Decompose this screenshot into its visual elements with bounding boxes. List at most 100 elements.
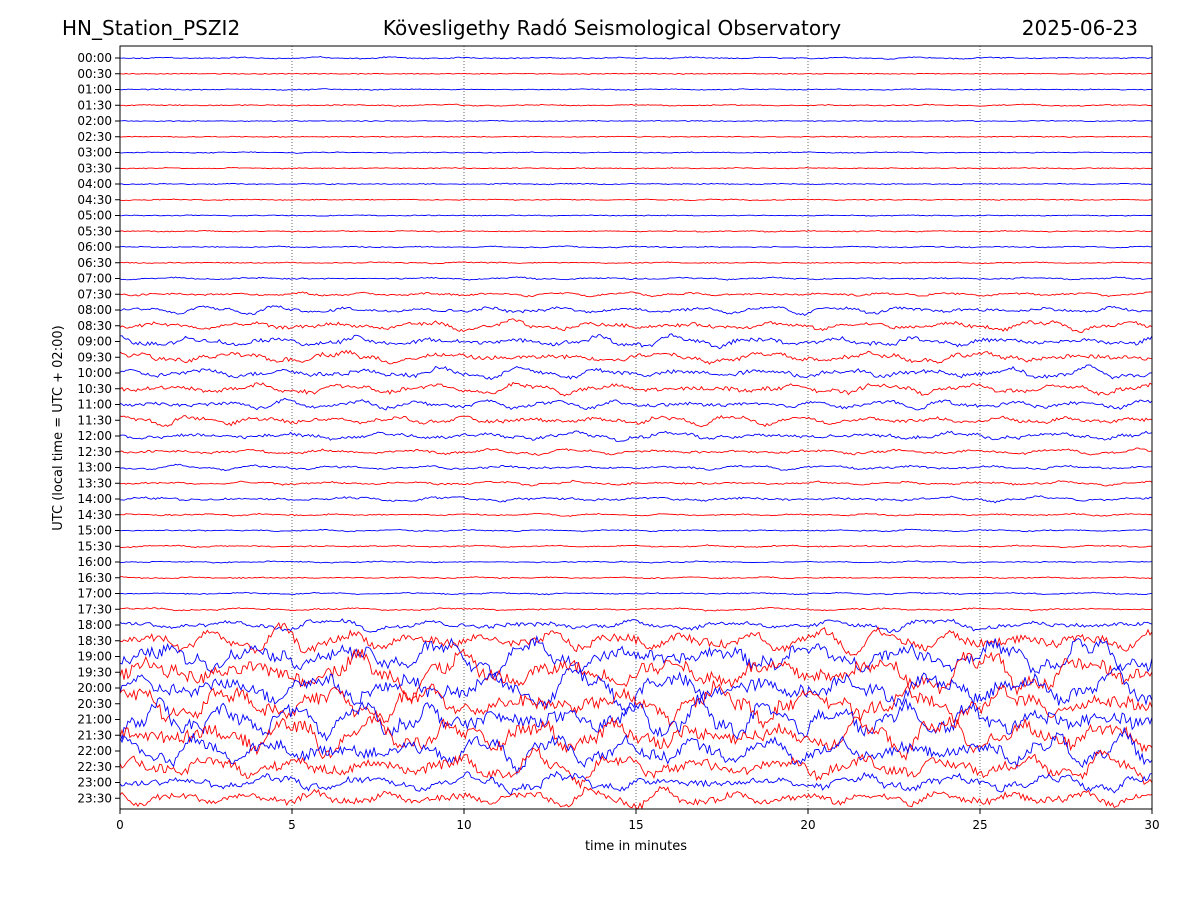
trace-15-00 bbox=[120, 528, 1152, 533]
y-tick-label-21: 10:30 bbox=[77, 382, 112, 396]
date-title: 2025-06-23 bbox=[1022, 16, 1138, 40]
trace-18-00 bbox=[120, 618, 1152, 634]
trace-05-00 bbox=[120, 214, 1152, 217]
x-tick-label-2: 10 bbox=[456, 818, 471, 832]
observatory-title: Kövesligethy Radó Seismological Observat… bbox=[383, 16, 841, 40]
y-tick-label-47: 23:30 bbox=[77, 791, 112, 805]
x-tick-label-6: 30 bbox=[1144, 818, 1159, 832]
y-tick-label-32: 16:00 bbox=[77, 555, 112, 569]
y-tick-label-6: 03:00 bbox=[77, 146, 112, 160]
y-tick-label-24: 12:00 bbox=[77, 429, 112, 443]
y-tick-label-29: 14:30 bbox=[77, 508, 112, 522]
y-tick-label-14: 07:00 bbox=[77, 272, 112, 286]
y-tick-label-30: 15:00 bbox=[77, 524, 112, 538]
trace-18-30 bbox=[120, 621, 1152, 656]
y-tick-label-41: 20:30 bbox=[77, 697, 112, 711]
x-axis-ticks: 0 5 10 15 20 25 30 bbox=[116, 809, 1160, 832]
y-tick-label-46: 23:00 bbox=[77, 776, 112, 790]
trace-02-30 bbox=[120, 135, 1152, 138]
y-tick-label-20: 10:00 bbox=[77, 366, 112, 380]
x-axis-label: time in minutes bbox=[585, 839, 687, 854]
y-tick-label-40: 20:00 bbox=[77, 681, 112, 695]
trace-23-30 bbox=[120, 786, 1152, 809]
trace-00-30 bbox=[120, 72, 1152, 75]
trace-13-30 bbox=[120, 479, 1152, 487]
vertical-gridlines bbox=[291, 46, 981, 809]
trace-06-00 bbox=[120, 245, 1152, 249]
trace-23-00 bbox=[120, 770, 1152, 796]
trace-22-30 bbox=[120, 747, 1152, 790]
y-tick-label-19: 09:30 bbox=[77, 350, 112, 364]
y-tick-label-28: 14:00 bbox=[77, 492, 112, 506]
y-tick-label-16: 08:00 bbox=[77, 303, 112, 317]
trace-11-00 bbox=[120, 397, 1152, 411]
trace-17-30 bbox=[120, 607, 1152, 612]
trace-14-30 bbox=[120, 512, 1152, 518]
trace-16-00 bbox=[120, 560, 1152, 564]
trace-13-00 bbox=[120, 463, 1152, 472]
y-tick-label-3: 01:30 bbox=[77, 98, 112, 112]
y-tick-label-12: 06:00 bbox=[77, 240, 112, 254]
trace-08-00 bbox=[120, 305, 1152, 316]
trace-14-00 bbox=[120, 495, 1152, 504]
y-tick-label-8: 04:00 bbox=[77, 177, 112, 191]
x-tick-label-1: 5 bbox=[288, 818, 296, 832]
trace-11-30 bbox=[120, 414, 1152, 428]
trace-12-30 bbox=[120, 447, 1152, 456]
y-tick-label-7: 03:30 bbox=[77, 161, 112, 175]
y-tick-label-2: 01:00 bbox=[77, 83, 112, 97]
trace-03-00 bbox=[120, 151, 1152, 154]
trace-17-00 bbox=[120, 591, 1152, 596]
y-tick-label-13: 06:30 bbox=[77, 256, 112, 270]
y-tick-label-27: 13:30 bbox=[77, 476, 112, 490]
y-tick-label-45: 22:30 bbox=[77, 760, 112, 774]
y-tick-label-33: 16:30 bbox=[77, 571, 112, 585]
trace-22-00 bbox=[120, 726, 1152, 776]
trace-10-00 bbox=[120, 364, 1152, 381]
trace-01-00 bbox=[120, 88, 1152, 91]
y-tick-label-26: 13:00 bbox=[77, 461, 112, 475]
x-tick-label-0: 0 bbox=[116, 818, 124, 832]
y-tick-label-17: 08:30 bbox=[77, 319, 112, 333]
x-tick-label-3: 15 bbox=[628, 818, 643, 832]
trace-04-00 bbox=[120, 182, 1152, 186]
trace-08-30 bbox=[120, 318, 1152, 333]
y-tick-label-0: 00:00 bbox=[77, 51, 112, 65]
y-tick-label-11: 05:30 bbox=[77, 224, 112, 238]
trace-12-00 bbox=[120, 430, 1152, 442]
trace-20-00 bbox=[120, 665, 1152, 716]
trace-05-30 bbox=[120, 229, 1152, 233]
trace-09-00 bbox=[120, 333, 1152, 350]
trace-06-30 bbox=[120, 261, 1152, 265]
y-tick-label-36: 18:00 bbox=[77, 618, 112, 632]
y-tick-label-35: 17:30 bbox=[77, 602, 112, 616]
y-tick-label-15: 07:30 bbox=[77, 287, 112, 301]
y-tick-label-44: 22:00 bbox=[77, 744, 112, 758]
x-tick-label-5: 25 bbox=[972, 818, 987, 832]
trace-15-30 bbox=[120, 544, 1152, 549]
trace-07-00 bbox=[120, 276, 1152, 281]
station-title: HN_Station_PSZI2 bbox=[62, 16, 240, 40]
trace-01-30 bbox=[120, 103, 1152, 107]
seismic-traces bbox=[120, 56, 1152, 809]
y-tick-label-31: 15:30 bbox=[77, 539, 112, 553]
y-tick-label-43: 21:30 bbox=[77, 728, 112, 742]
x-tick-label-4: 20 bbox=[800, 818, 815, 832]
y-tick-label-34: 17:00 bbox=[77, 587, 112, 601]
y-tick-label-42: 21:00 bbox=[77, 713, 112, 727]
trace-21-00 bbox=[120, 694, 1152, 742]
trace-04-30 bbox=[120, 198, 1152, 202]
trace-09-30 bbox=[120, 349, 1152, 365]
trace-07-30 bbox=[120, 291, 1152, 298]
y-tick-label-25: 12:30 bbox=[77, 445, 112, 459]
y-tick-label-1: 00:30 bbox=[77, 67, 112, 81]
trace-19-00 bbox=[120, 634, 1152, 680]
y-tick-label-5: 02:30 bbox=[77, 130, 112, 144]
y-tick-label-23: 11:30 bbox=[77, 413, 112, 427]
y-tick-label-18: 09:00 bbox=[77, 335, 112, 349]
trace-03-30 bbox=[120, 167, 1152, 170]
y-tick-label-10: 05:00 bbox=[77, 209, 112, 223]
